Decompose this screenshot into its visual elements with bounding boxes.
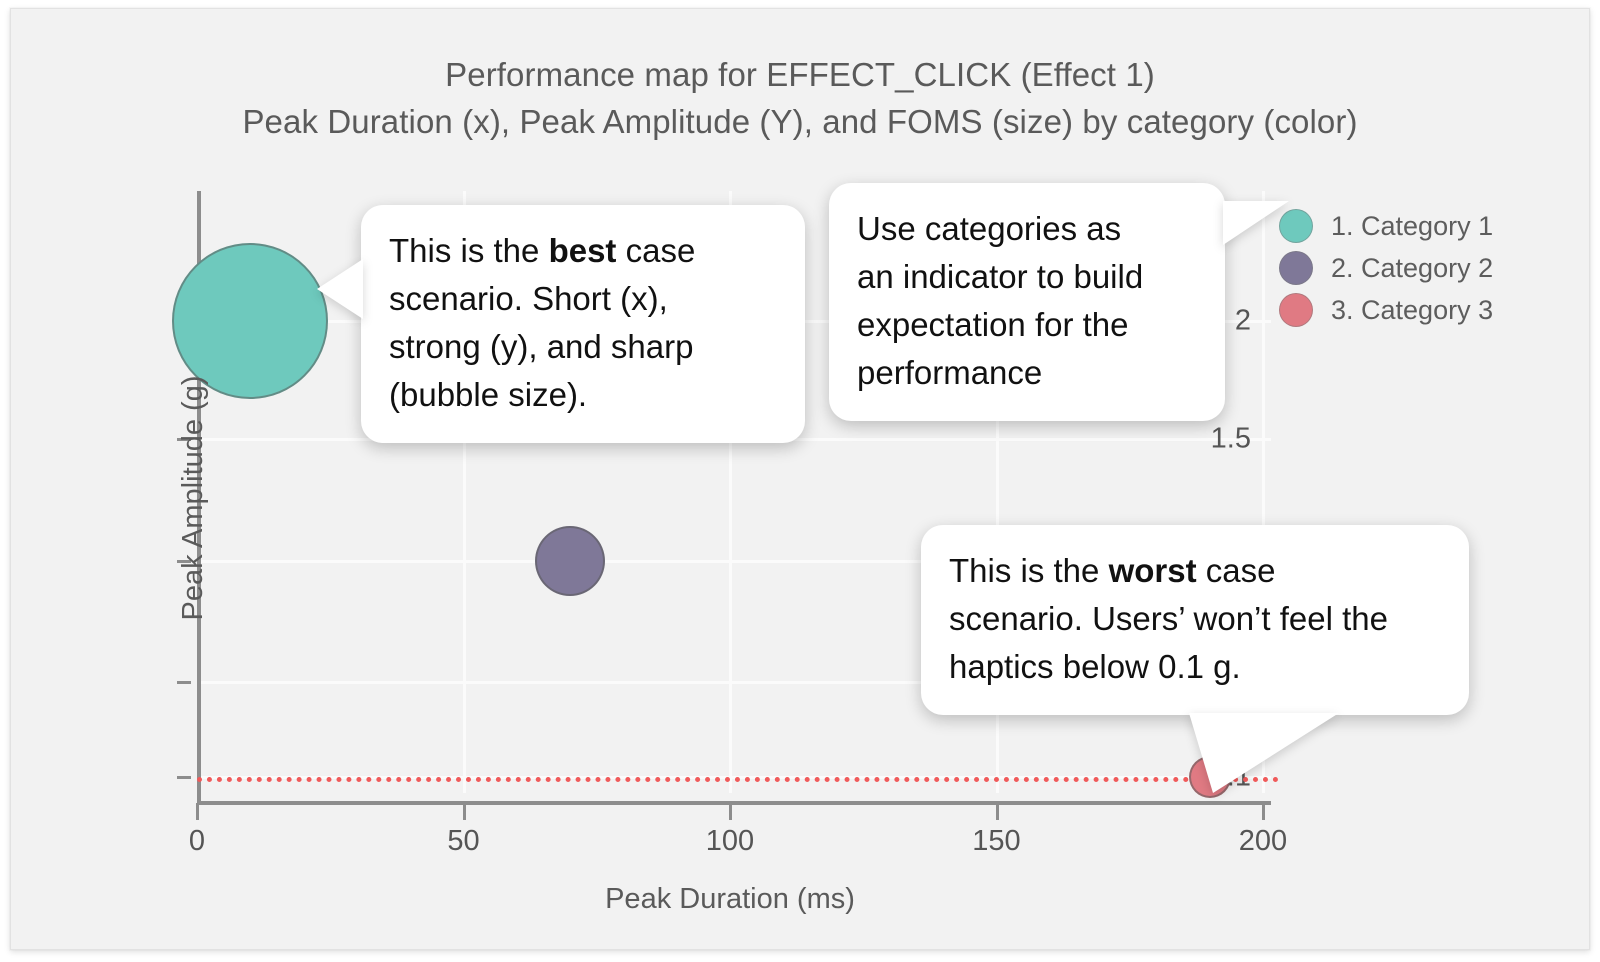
x-axis-tick-label: 200 [1238,825,1288,857]
y-axis-tick [177,560,191,563]
callout-categories-line4: performance [857,354,1043,391]
legend-item[interactable]: 2. Category 2 [1279,247,1569,289]
x-axis-tick [1262,803,1265,820]
chart-title: Performance map for EFFECT_CLICK (Effect… [11,51,1589,145]
callout-best-case: This is the best case scenario. Short (x… [317,205,805,443]
x-axis-tick [462,803,466,820]
callout-best-line1-pre: This is the [389,232,549,269]
callout-best-line1-post: case [616,232,696,269]
callout-worst-line3: haptics below 0.1 g. [949,648,1241,685]
legend: 1. Category 1 2. Category 2 3. Category 3 [1279,205,1569,331]
callout-categories: Use categories as an indicator to build … [829,183,1289,421]
callout-categories-line2: an indicator to build [857,258,1144,295]
y-axis-tick [177,681,191,684]
x-axis-tick-label: 0 [188,825,206,857]
gridline-horizontal [199,681,1271,684]
data-bubble[interactable] [172,243,329,399]
callout-best-case-text: This is the best case scenario. Short (x… [361,205,805,443]
callout-best-line3: strong (y), and sharp [389,328,694,365]
gridline-vertical [462,191,466,793]
callout-worst-case: This is the worst case scenario. Users’ … [921,525,1469,793]
x-axis-tick-label: 50 [447,825,480,857]
callout-categories-line3: expectation for the [857,306,1129,343]
y-axis-line [197,191,201,805]
callout-worst-line2: scenario. Users’ won’t feel the [949,600,1388,637]
y-axis-tick [177,438,191,441]
callout-categories-text: Use categories as an indicator to build … [829,183,1225,421]
chart-title-line-2: Peak Duration (x), Peak Amplitude (Y), a… [242,103,1358,140]
callout-categories-line1: Use categories as [857,210,1122,247]
callout-categories-tail [1223,201,1289,245]
callout-best-line2: scenario. Short (x), [389,280,668,317]
legend-swatch-icon [1279,293,1313,327]
x-axis-line [197,801,1271,805]
gridline-horizontal [199,560,1271,563]
chart-card: Performance map for EFFECT_CLICK (Effect… [10,8,1590,950]
x-axis-title: Peak Duration (ms) [605,883,855,915]
x-axis-tick-label: 100 [705,825,755,857]
x-axis-tick [196,803,199,820]
y-axis-tick [177,776,191,779]
legend-item[interactable]: 3. Category 3 [1279,289,1569,331]
callout-worst-line1-post: case [1196,552,1276,589]
callout-worst-case-text: This is the worst case scenario. Users’ … [921,525,1469,715]
legend-item-label: 1. Category 1 [1331,210,1494,241]
callout-worst-line1-bold: worst [1108,552,1197,589]
callout-best-line1-bold: best [548,232,617,269]
legend-item[interactable]: 1. Category 1 [1279,205,1569,247]
x-axis-tick [729,803,732,820]
gridline-vertical [995,191,999,793]
legend-item-label: 3. Category 3 [1331,294,1494,325]
chart-title-line-1: Performance map for EFFECT_CLICK (Effect… [445,56,1155,93]
legend-item-label: 2. Category 2 [1331,252,1494,283]
callout-worst-case-tail [1189,713,1339,793]
x-axis-tick-label: 150 [972,825,1021,857]
y-axis-tick-label: 2 [1234,304,1251,337]
legend-swatch-icon [1279,251,1313,285]
gridline-vertical [729,191,732,793]
data-bubble[interactable] [535,526,606,596]
x-axis-tick [995,803,999,820]
callout-best-line4: (bubble size). [389,376,588,413]
callout-worst-line1-pre: This is the [949,552,1109,589]
callout-best-case-tail [317,259,363,319]
y-axis-title: Peak Amplitude (g) [177,375,210,621]
gridline-vertical [1262,191,1265,793]
threshold-line [197,777,1279,782]
y-axis-tick-label: 1.5 [1210,422,1251,455]
